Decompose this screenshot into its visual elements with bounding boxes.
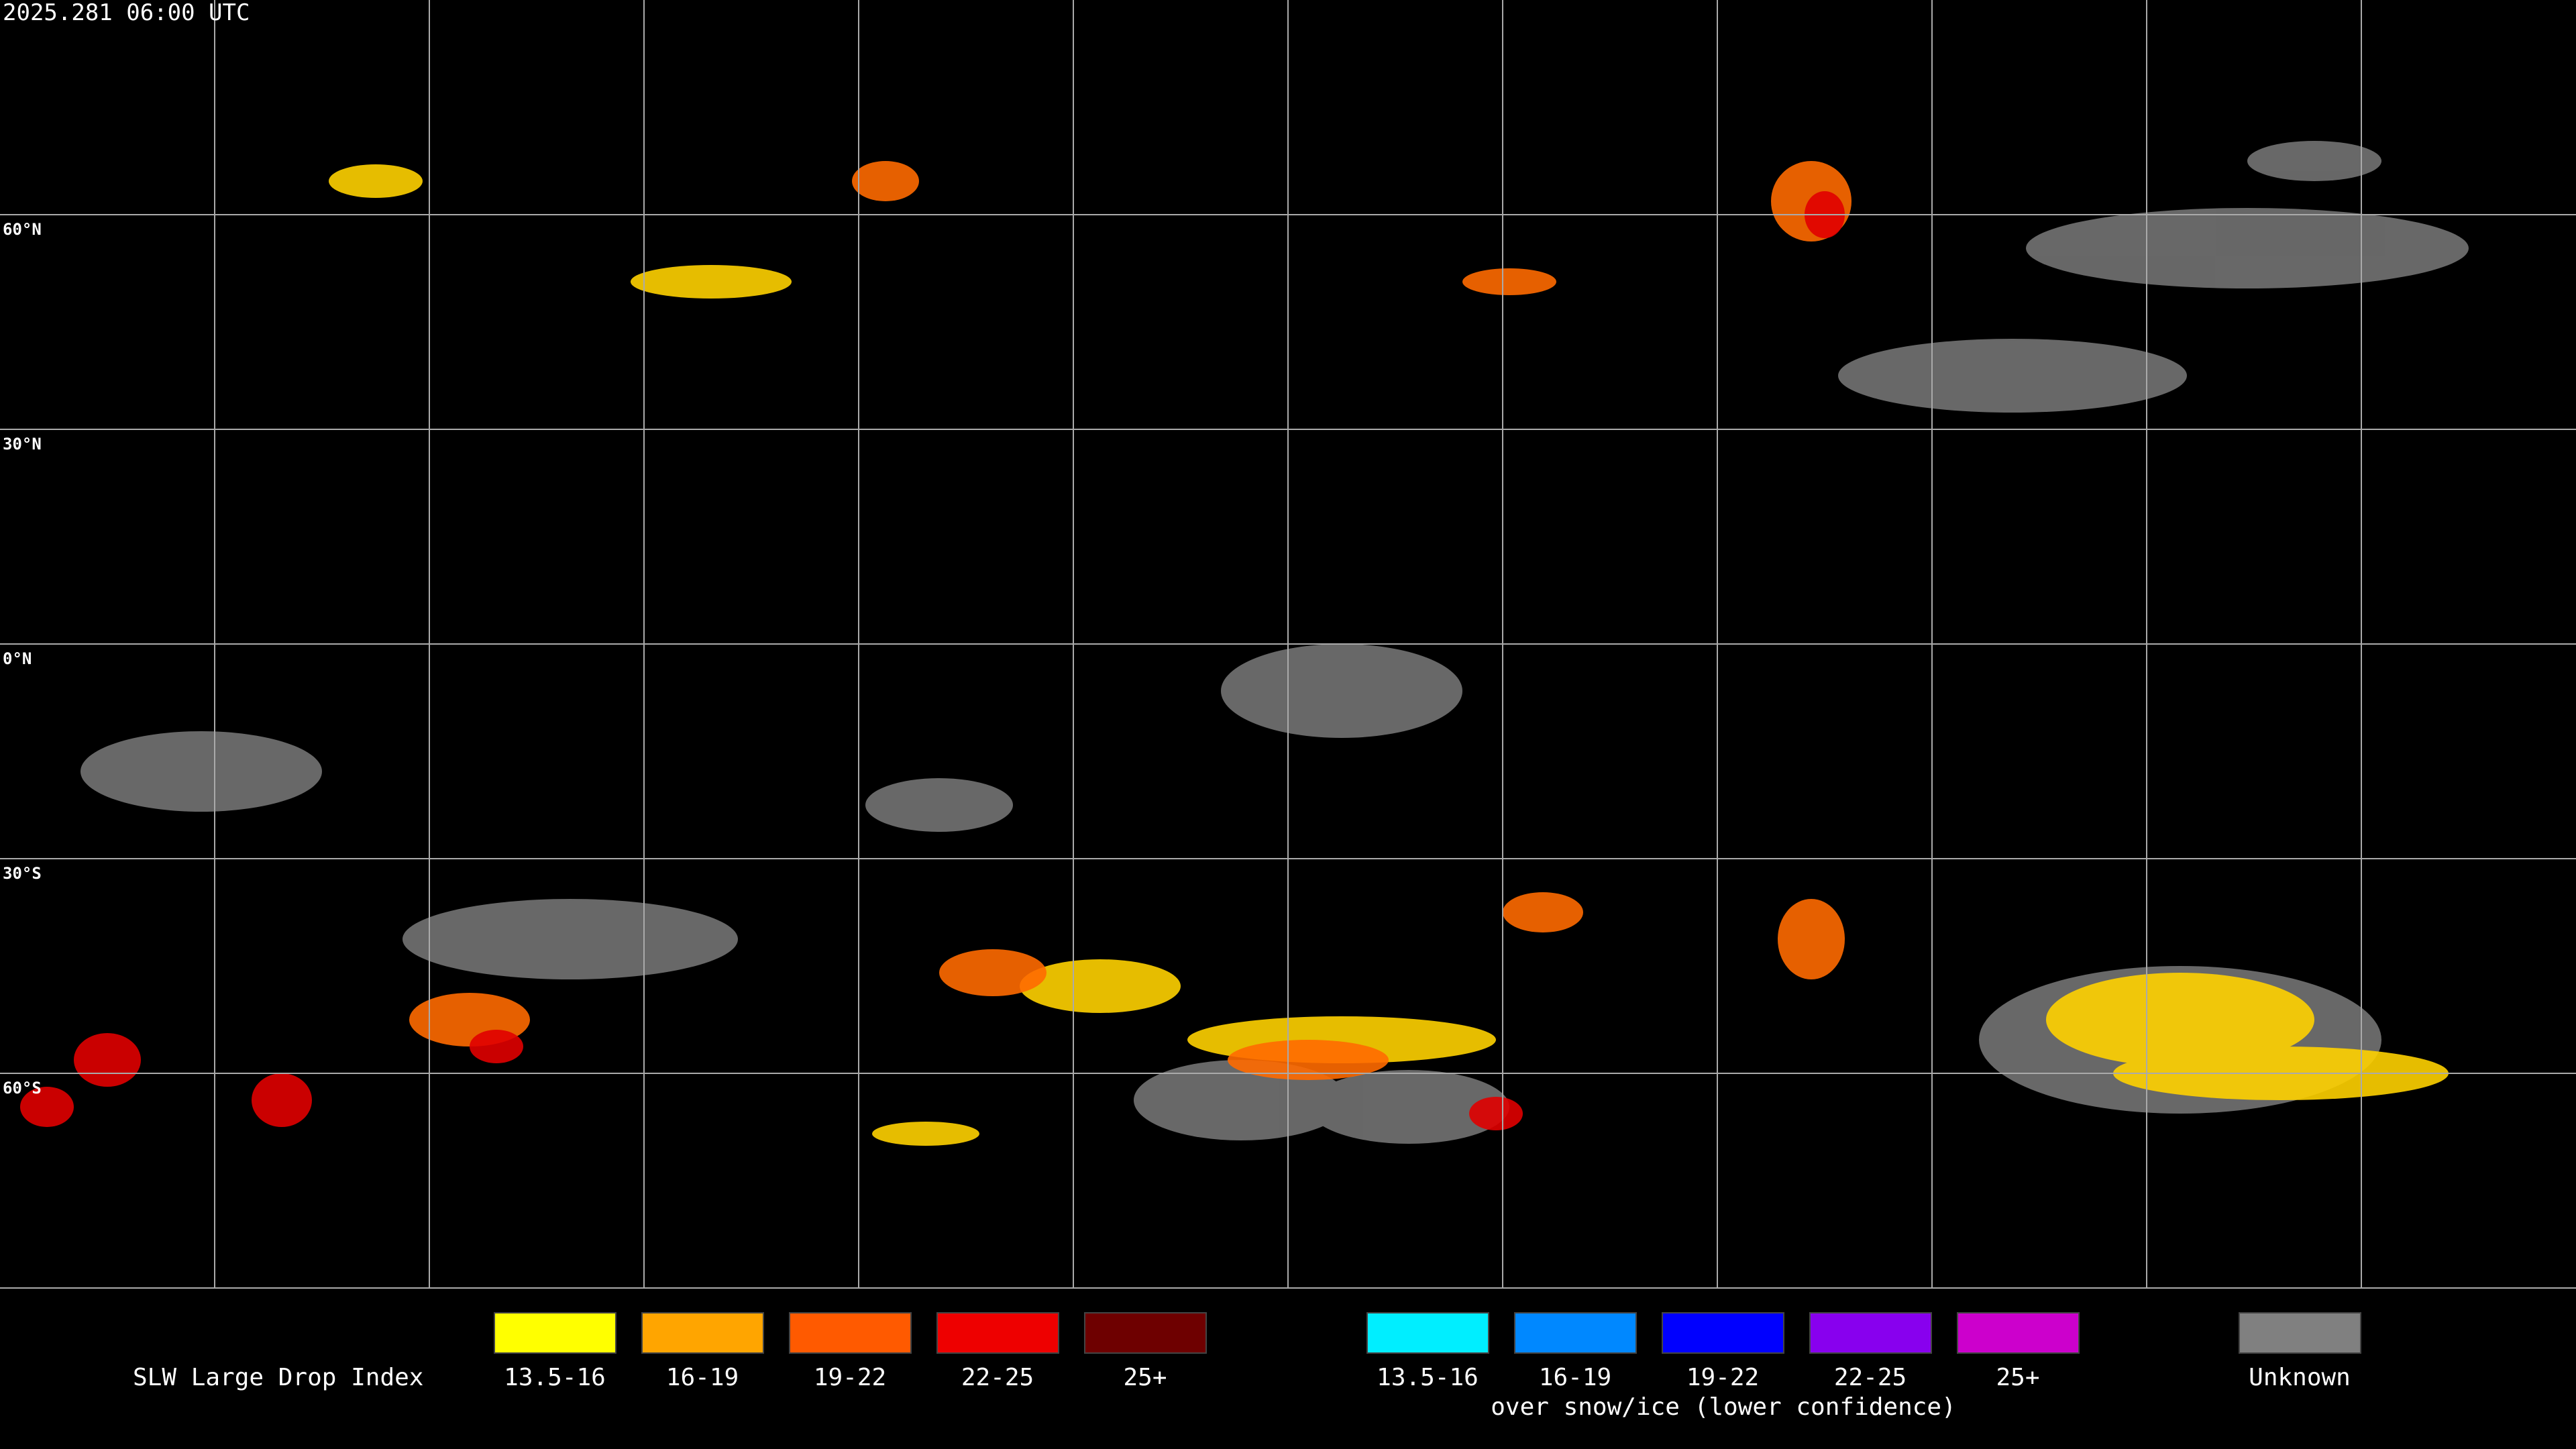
legend-swatch: [1084, 1312, 1207, 1354]
lat-label: 30°S: [3, 864, 42, 883]
legend-swatch: [1366, 1312, 1489, 1354]
legend-swatch: [936, 1312, 1059, 1354]
legend-label: 25+: [1123, 1364, 1167, 1391]
cloud-field: [20, 141, 2469, 1146]
legend-swatch: [641, 1312, 764, 1354]
legend-label: 19-22: [814, 1364, 886, 1391]
legend-swatch: [1957, 1312, 2080, 1354]
legend-label: 13.5-16: [504, 1364, 606, 1391]
legend-title: SLW Large Drop Index: [133, 1364, 423, 1391]
graticule: 60°N 30°N 0°N 30°S 60°S: [0, 0, 2576, 1288]
legend-label: 16-19: [666, 1364, 739, 1391]
legend-label: 16-19: [1539, 1364, 1611, 1391]
legend-swatch: [789, 1312, 912, 1354]
legend-label: 13.5-16: [1377, 1364, 1479, 1391]
legend-swatch: [494, 1312, 616, 1354]
lat-label: 60°S: [3, 1079, 42, 1097]
snow-caption: over snow/ice (lower confidence): [1491, 1393, 1956, 1421]
lat-label: 0°N: [3, 649, 32, 668]
legend-label: 19-22: [1686, 1364, 1759, 1391]
legend-label: 25+: [1996, 1364, 2039, 1391]
legend: SLW Large Drop Index over snow/ice (lowe…: [133, 1312, 2361, 1421]
legend-label: Unknown: [2249, 1364, 2351, 1391]
lat-label: 60°N: [3, 220, 42, 239]
legend-swatch: [1809, 1312, 1932, 1354]
legend-swatch: [1514, 1312, 1637, 1354]
lat-label: 30°N: [3, 435, 42, 453]
legend-label: 22-25: [1834, 1364, 1907, 1391]
legend-swatch: [2239, 1312, 2361, 1354]
legend-swatch: [1662, 1312, 1784, 1354]
legend-label: 22-25: [961, 1364, 1034, 1391]
timestamp: 2025.281 06:00 UTC: [3, 0, 250, 26]
